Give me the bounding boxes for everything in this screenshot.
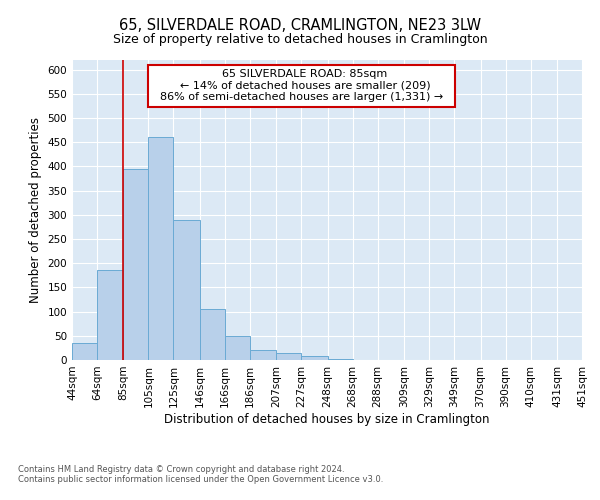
Bar [225,336,250,360]
X-axis label: Distribution of detached houses by size in Cramlington: Distribution of detached houses by size … [164,412,490,426]
Bar [328,358,353,360]
Bar [276,352,301,360]
Text: Contains public sector information licensed under the Open Government Licence v3: Contains public sector information licen… [18,476,383,484]
Bar [200,309,225,360]
Bar [301,356,328,360]
Bar [148,138,173,360]
Text: 65 SILVERDALE ROAD: 85sqm
  ← 14% of detached houses are smaller (209)
  86% of : 65 SILVERDALE ROAD: 85sqm ← 14% of detac… [153,69,450,102]
Bar [250,350,276,360]
Text: Size of property relative to detached houses in Cramlington: Size of property relative to detached ho… [113,32,487,46]
Bar [124,169,148,360]
Bar [72,343,97,360]
Bar [173,220,200,360]
Text: Contains HM Land Registry data © Crown copyright and database right 2024.: Contains HM Land Registry data © Crown c… [18,466,344,474]
Y-axis label: Number of detached properties: Number of detached properties [29,117,42,303]
Text: 65, SILVERDALE ROAD, CRAMLINGTON, NE23 3LW: 65, SILVERDALE ROAD, CRAMLINGTON, NE23 3… [119,18,481,32]
Bar [97,270,124,360]
